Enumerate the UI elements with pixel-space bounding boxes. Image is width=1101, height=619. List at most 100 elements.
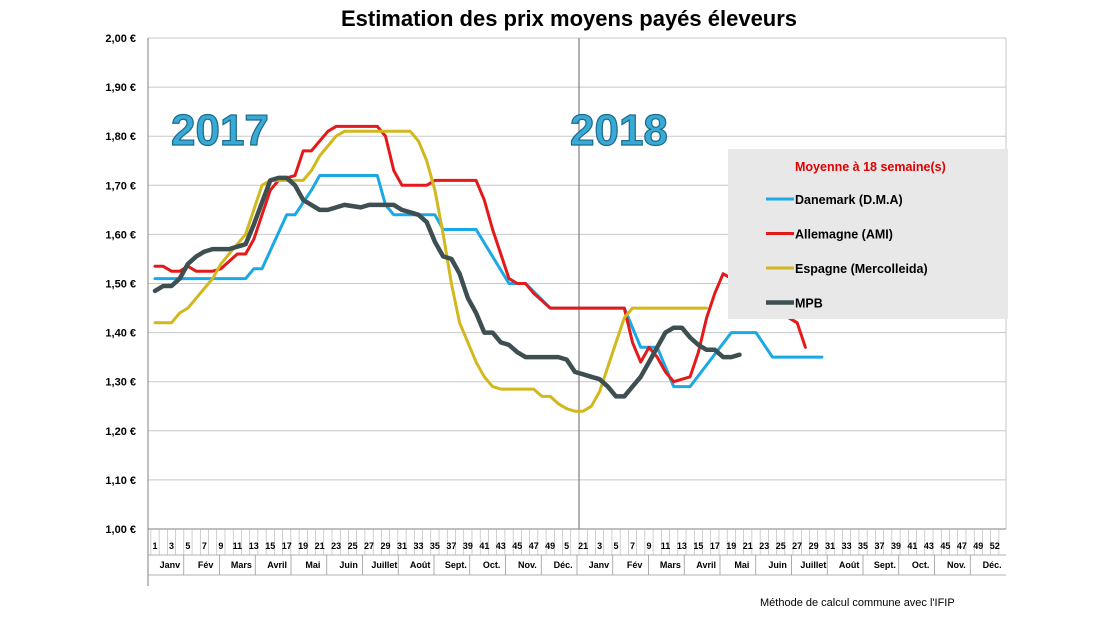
week-tick-label: 23 <box>759 541 769 551</box>
series-line-0 <box>153 174 824 389</box>
y-axis: 1,00 € 1,10 € 1,20 € 1,30 € 1,40 € 1,50 € 1,60… <box>105 33 149 586</box>
week-tick-label: 33 <box>842 541 852 551</box>
series-line-1 <box>153 124 807 384</box>
month-label: Nov. <box>518 560 537 570</box>
week-tick-label: 37 <box>446 541 456 551</box>
series-line-2 <box>153 129 709 413</box>
y-tick-label: 1,80 € <box>105 131 136 143</box>
month-label: Déc. <box>983 560 1002 570</box>
month-label: Août <box>410 560 431 570</box>
week-tick-label: 29 <box>809 541 819 551</box>
week-tick-label: 49 <box>973 541 983 551</box>
y-tick-label: 1,30 € <box>105 377 136 389</box>
y-tick-label: 1,00 € <box>105 524 136 536</box>
week-tick-label: 19 <box>298 541 308 551</box>
week-tick-label: 7 <box>630 541 635 551</box>
legend: Moyenne à 18 semaine(s) Danemark (D.M.A)… <box>728 149 1008 319</box>
y-tick-label: 1,10 € <box>105 475 136 487</box>
month-label: Juillet <box>371 560 397 570</box>
month-label: Mars <box>231 560 252 570</box>
week-tick-label: 11 <box>661 541 671 551</box>
legend-item-label: Allemagne (AMI) <box>795 228 893 242</box>
month-label: Mars <box>660 560 681 570</box>
week-tick-label: 52 <box>990 541 1000 551</box>
week-tick-label: 3 <box>597 541 602 551</box>
month-label: Fév <box>198 560 214 570</box>
month-label: Fév <box>627 560 643 570</box>
week-tick-label: 49 <box>545 541 555 551</box>
month-label: Mai <box>305 560 320 570</box>
week-tick-label: 3 <box>169 541 174 551</box>
week-tick-label: 45 <box>512 541 522 551</box>
week-tick-label: 9 <box>218 541 223 551</box>
month-label: Août <box>839 560 860 570</box>
week-tick-label: 43 <box>924 541 934 551</box>
month-label: Juillet <box>800 560 826 570</box>
week-tick-label: 21 <box>315 541 325 551</box>
legend-item-label: Danemark (D.M.A) <box>795 193 903 207</box>
month-label: Sept. <box>445 560 467 570</box>
month-label: Déc. <box>554 560 573 570</box>
week-tick-label: 11 <box>233 541 243 551</box>
grid <box>148 37 1007 529</box>
week-tick-label: 1 <box>152 541 157 551</box>
week-tick-label: 15 <box>693 541 703 551</box>
month-label: Oct. <box>912 560 930 570</box>
month-label: Avril <box>267 560 287 570</box>
week-tick-label: 21 <box>578 541 588 551</box>
series-lines <box>152 124 824 413</box>
legend-item-label: Espagne (Mercolleida) <box>795 262 928 276</box>
x-axis: 1 3 5 7 9 11 13 15 17 19 21 23 25 27 29 31 33 35 37 39 41 43 4… <box>148 528 1006 576</box>
week-tick-label: 9 <box>646 541 651 551</box>
y-tick-label: 2,00 € <box>105 33 136 45</box>
series-line-3 <box>152 175 742 399</box>
week-tick-label: 47 <box>957 541 967 551</box>
week-tick-label: 27 <box>792 541 802 551</box>
month-label: Janv <box>589 560 610 570</box>
week-tick-label: 17 <box>710 541 720 551</box>
month-label: Sept. <box>874 560 896 570</box>
method-note: Méthode de calcul commune avec l'IFIP <box>760 597 955 609</box>
y-tick-label: 1,90 € <box>105 82 136 94</box>
week-tick-label: 17 <box>282 541 292 551</box>
week-tick-label: 33 <box>413 541 423 551</box>
week-tick-label: 25 <box>348 541 358 551</box>
y-tick-label: 1,50 € <box>105 279 136 291</box>
month-label: Avril <box>696 560 716 570</box>
year-label-2017: 2017 <box>171 106 269 155</box>
week-tick-label: 31 <box>397 541 407 551</box>
y-tick-label: 1,20 € <box>105 426 136 438</box>
week-tick-label: 13 <box>677 541 687 551</box>
week-tick-label: 15 <box>265 541 275 551</box>
week-tick-label: 41 <box>907 541 917 551</box>
y-tick-label: 1,40 € <box>105 328 136 340</box>
week-tick-label: 35 <box>858 541 868 551</box>
month-label: Mai <box>734 560 749 570</box>
week-tick-label: 7 <box>202 541 207 551</box>
week-tick-label: 25 <box>776 541 786 551</box>
month-label: Juin <box>339 560 358 570</box>
week-tick-label: 23 <box>331 541 341 551</box>
week-tick-label: 19 <box>726 541 736 551</box>
week-tick-label: 41 <box>479 541 489 551</box>
legend-title: Moyenne à 18 semaine(s) <box>795 160 946 174</box>
week-tick-label: 39 <box>891 541 901 551</box>
chart-title: Estimation des prix moyens payés éleveur… <box>341 6 797 31</box>
y-tick-label: 1,70 € <box>105 180 136 192</box>
week-tick-label: 37 <box>874 541 884 551</box>
week-tick-label: 29 <box>381 541 391 551</box>
y-tick-label: 1,60 € <box>105 229 136 241</box>
week-tick-label: 5 <box>185 541 190 551</box>
week-tick-label: 35 <box>430 541 440 551</box>
week-tick-label: 27 <box>364 541 374 551</box>
week-tick-label: 5 <box>614 541 619 551</box>
month-label: Oct. <box>483 560 501 570</box>
week-tick-label: 47 <box>529 541 539 551</box>
month-label: Janv <box>160 560 181 570</box>
week-tick-label: 21 <box>743 541 753 551</box>
week-tick-label: 45 <box>940 541 950 551</box>
legend-item-label: MPB <box>795 297 823 311</box>
week-tick-label: 43 <box>496 541 506 551</box>
week-tick-label: 13 <box>249 541 259 551</box>
